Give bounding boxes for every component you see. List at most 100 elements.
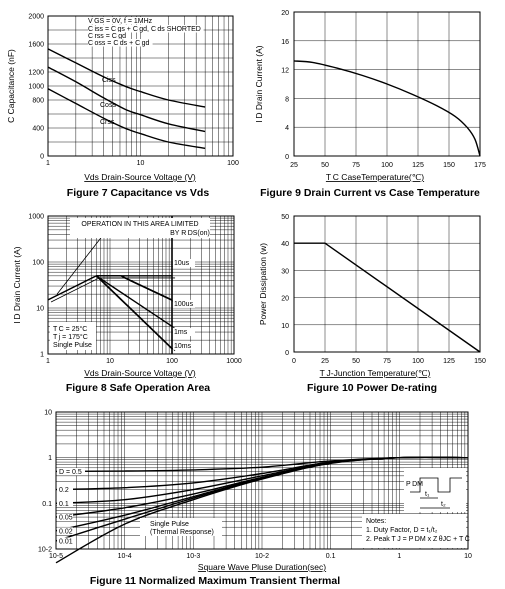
annotation-backdrop: [70, 218, 210, 238]
chart-transient-thermal-impedance: 10-2 0.1 1 10 10-5 10-4 10-3 10-2 0.1 1 10 D = 0.5 0…: [38, 410, 472, 588]
x-tick-label: 10: [137, 160, 145, 167]
conditions-annotation: C rss = C gd: [88, 33, 126, 40]
chart-safe-operation-area: 1 10 100 1000 1 10 100 1000 10us 100us 1ms 10ms OPER…: [12, 214, 242, 395]
series-line-1: [96, 275, 173, 301]
duty-factor-label: 0.1: [59, 501, 69, 508]
x-tick-label: 1: [46, 160, 50, 167]
series-label-crss: Crss: [100, 119, 115, 126]
chart-title: Figure 9 Drain Current vs Case Temperatu…: [260, 187, 480, 199]
series-line-6: [55, 456, 469, 564]
duty-factor-label: 0.2: [59, 487, 69, 494]
y-axis-label: I D Drain Current (A): [12, 246, 22, 323]
note-line: 2. Peak T J = P DM x Z θJC + T C: [366, 536, 470, 543]
notes-heading: Notes:: [366, 518, 386, 525]
annotation-backdrop: [88, 25, 204, 33]
x-tick-label: 25: [290, 162, 298, 169]
duration-label-backdrop: [173, 341, 195, 350]
x-tick-label: 100: [381, 162, 393, 169]
y-tick-label: 1: [48, 455, 52, 462]
annotation-backdrop: [50, 322, 96, 350]
duty-factor-label: 0.01: [59, 538, 73, 545]
y-tick-label: 50: [281, 214, 289, 221]
pulse-duration-label: 100us: [174, 301, 194, 308]
series-line-2: [99, 277, 176, 329]
annotation-backdrop: [88, 32, 129, 40]
pulse-duration-label: 10us: [174, 260, 190, 267]
y-tick-label: 1: [40, 352, 44, 359]
conditions-annotation: T j = 175°C: [53, 333, 88, 341]
annotation-backdrop: [140, 518, 222, 536]
pulse-waveform: [410, 477, 462, 493]
x-tick-label: 1: [397, 553, 401, 560]
y-tick-label: 20: [281, 296, 289, 303]
y-tick-label: 30: [281, 268, 289, 275]
note-line: 1. Duty Factor, D = t₁/t₂: [366, 527, 438, 534]
plot-frame: [293, 11, 481, 157]
x-tick-label: 50: [321, 162, 329, 169]
x-axis-label: T C CaseTemperature(℃): [326, 172, 424, 182]
x-tick-label: 1000: [226, 358, 242, 365]
y-tick-label: 40: [281, 241, 289, 248]
plot-frame: [55, 411, 469, 550]
notes-backdrop: [362, 514, 466, 548]
chart-title: Figure 10 Power De-rating: [307, 382, 437, 394]
x-tick-label: 100: [412, 358, 424, 365]
duty-factor-label: D = 0.5: [59, 469, 82, 476]
series-line-1: [99, 277, 176, 303]
x-tick-label: 50: [352, 358, 360, 365]
x-tick-label: 10-3: [186, 553, 200, 560]
series-label-backdrop: [57, 467, 85, 476]
single-pulse-label: Single Pulse: [150, 521, 189, 528]
x-tick-label: 25: [321, 358, 329, 365]
chart-capacitance-vs-vds: 0 400 800 1000 1200 1600 2000 1 10 100 Ciss Coss Crs…: [6, 14, 239, 200]
duration-label-backdrop: [173, 259, 195, 267]
t2-label: t₂: [441, 501, 446, 508]
y-tick-label: 10-2: [38, 547, 52, 554]
x-tick-label: 10: [464, 553, 472, 560]
pdm-label: P DM: [406, 481, 423, 488]
y-axis-label: Power Dissipation (w): [258, 243, 268, 325]
x-tick-label: 0.1: [326, 553, 336, 560]
series-label-ciss: Ciss: [102, 77, 116, 84]
series-line-0: [50, 277, 176, 303]
conditions-annotation: V GS = 0V, f = 1MHz: [88, 18, 153, 25]
x-tick-label: 10-5: [49, 553, 63, 560]
x-tick-label: 75: [352, 162, 360, 169]
y-tick-label: 12: [281, 68, 289, 75]
y-tick-label: 10: [36, 306, 44, 313]
y-tick-label: 10: [281, 323, 289, 330]
y-tick-label: 0: [40, 154, 44, 161]
series-label-backdrop: [57, 537, 73, 545]
y-tick-label: 0: [285, 154, 289, 161]
rdson-limit-line: [56, 229, 108, 295]
annotation-backdrop: [88, 17, 167, 25]
x-tick-label: 150: [474, 358, 486, 365]
duty-factor-label: 0.05: [59, 515, 73, 522]
x-axis-label: Square Wave Pluse Duration(sec): [198, 562, 326, 572]
x-tick-label: 0: [292, 358, 296, 365]
y-tick-label: 1600: [28, 42, 44, 49]
x-tick-label: 150: [443, 162, 455, 169]
y-tick-label: 1200: [28, 70, 44, 77]
y-tick-label: 4: [285, 125, 289, 132]
y-tick-label: 100: [32, 260, 44, 267]
series-label-coss: Coss: [100, 102, 116, 109]
conditions-annotation: C iss = C gs + C gd, C ds SHORTED: [88, 26, 201, 33]
x-tick-label: 125: [412, 162, 424, 169]
x-tick-label: 100: [227, 160, 239, 167]
conditions-annotation: Single Pulse: [53, 342, 92, 349]
series-label-backdrop: [57, 513, 73, 522]
annotation-backdrop: [88, 39, 153, 47]
limit-annotation: OPERATION IN THIS AREA LIMITED: [81, 221, 198, 228]
series-line-0: [47, 48, 206, 108]
y-tick-label: 800: [32, 98, 44, 105]
pulse-duration-label: 10ms: [174, 343, 192, 350]
x-tick-label: 1: [46, 358, 50, 365]
series-line-0: [293, 60, 481, 157]
x-axis-label: T J-Junction Temperature(℃): [320, 368, 431, 378]
y-tick-label: 1000: [28, 84, 44, 91]
y-tick-label: 0.1: [42, 501, 52, 508]
chart-power-derating: 0 10 20 30 40 50 0 25 50 75 100 125 150 T J-Junction …: [258, 214, 486, 394]
y-tick-label: 20: [281, 10, 289, 17]
